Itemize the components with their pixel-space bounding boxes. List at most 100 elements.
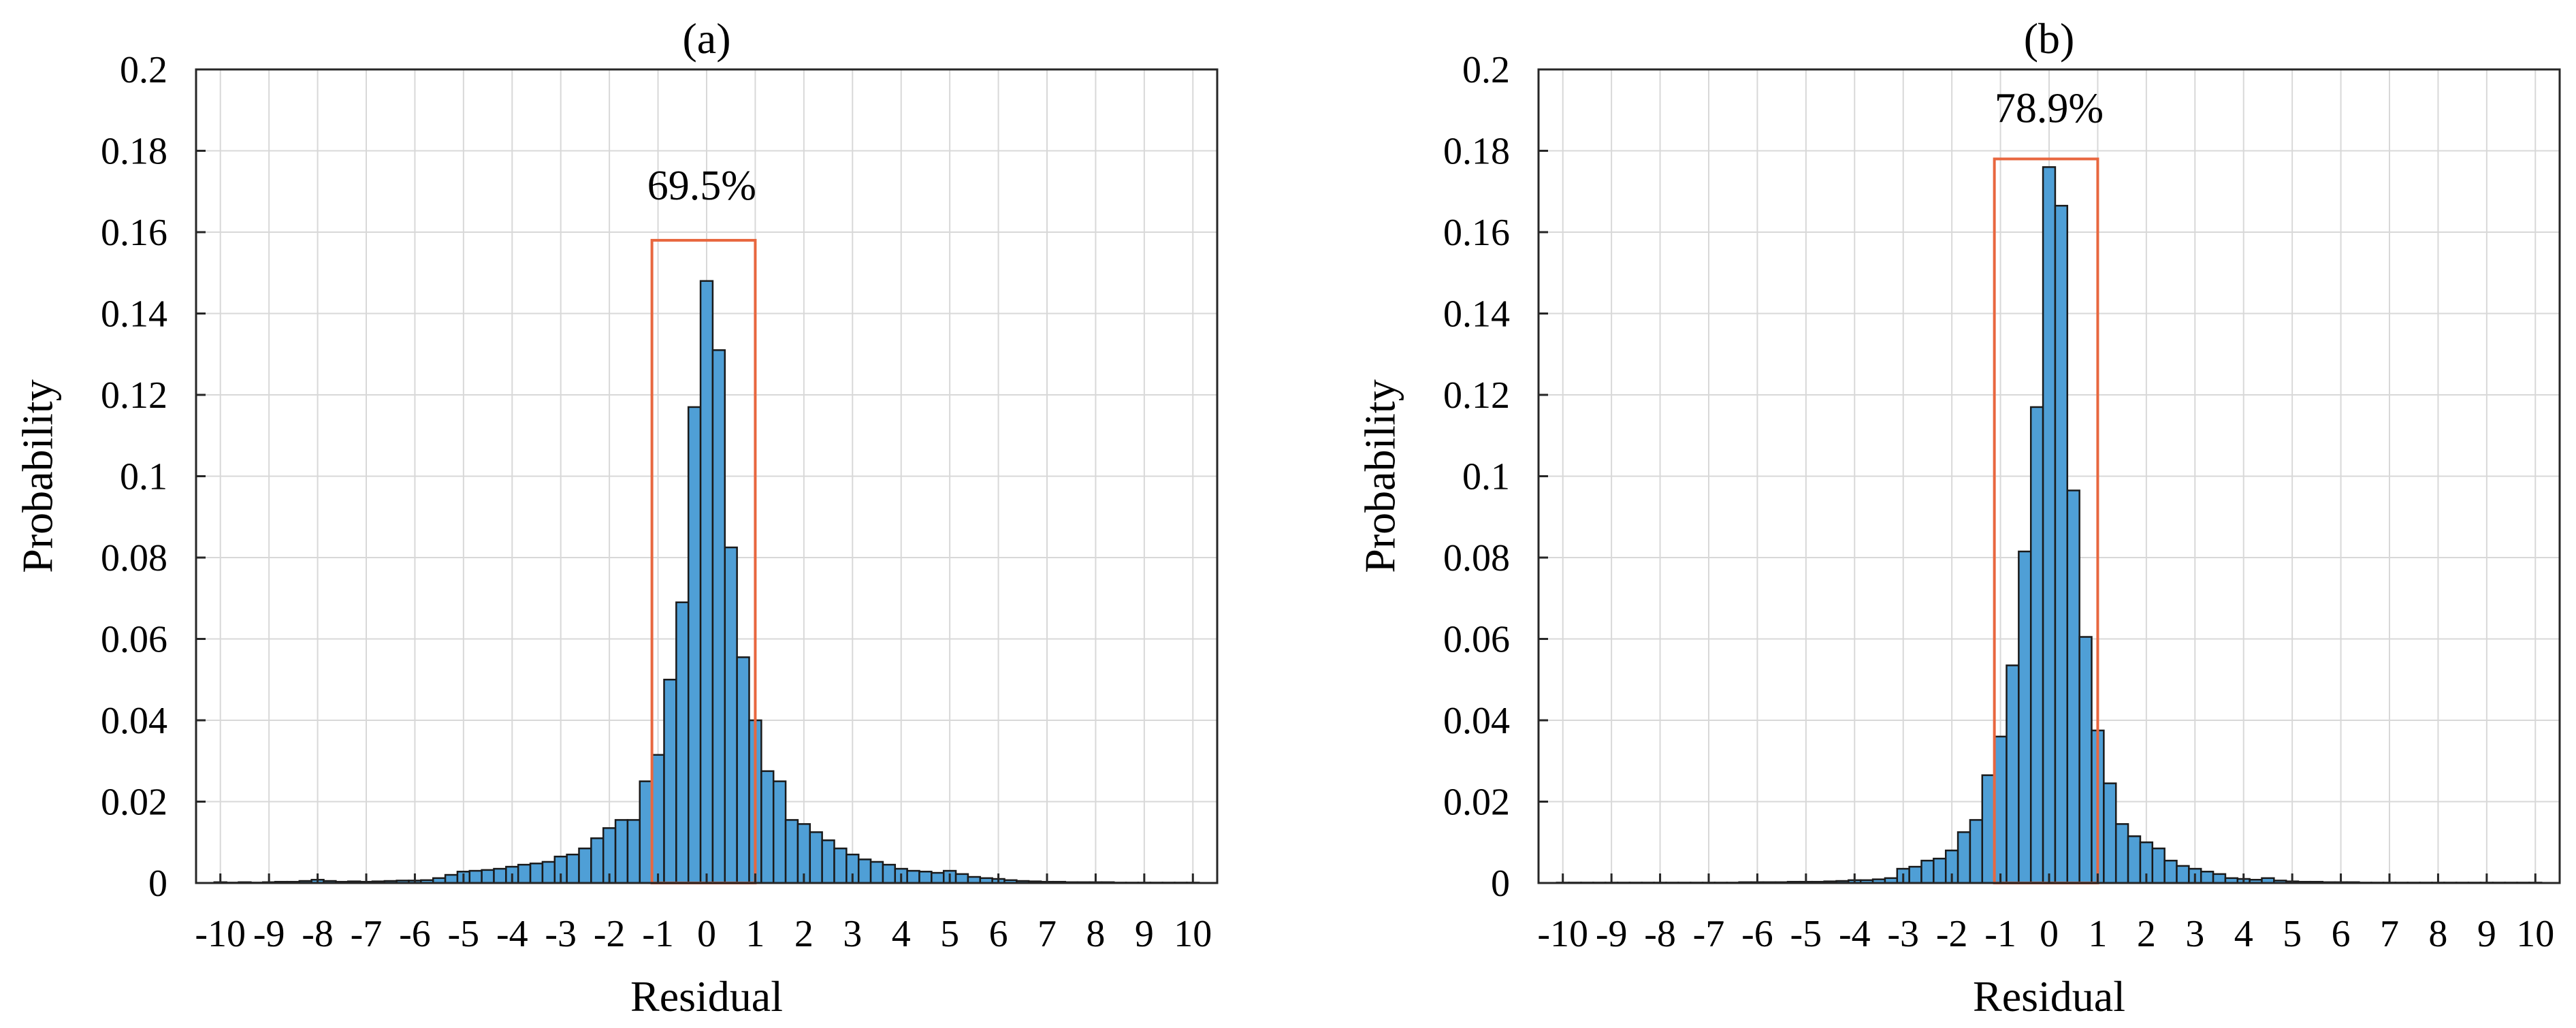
x-tick-label: 1 bbox=[745, 913, 764, 955]
bars bbox=[1556, 166, 2543, 884]
x-tick-label: 3 bbox=[843, 913, 862, 955]
y-tick-label: 0.14 bbox=[1443, 293, 1510, 336]
y-tick-label: 0.06 bbox=[101, 619, 167, 661]
histogram-bar bbox=[2151, 847, 2166, 884]
x-tick-label: 5 bbox=[940, 913, 959, 955]
y-tick-label: 0.02 bbox=[1443, 782, 1510, 824]
histogram-bar bbox=[2163, 859, 2178, 884]
x-tick-label: -6 bbox=[399, 913, 431, 955]
histogram-bar bbox=[857, 858, 872, 884]
histogram-bar bbox=[2078, 636, 2093, 884]
y-tick-label: 0.08 bbox=[101, 537, 167, 579]
y-tick-label: 0.02 bbox=[101, 782, 167, 824]
histogram-bar bbox=[931, 871, 945, 884]
y-tick-label: 0.1 bbox=[120, 456, 167, 498]
bars bbox=[213, 280, 1200, 884]
histogram-bar bbox=[444, 873, 459, 884]
x-tick-label: -9 bbox=[1596, 913, 1628, 955]
x-tick-label: 9 bbox=[1135, 913, 1154, 955]
x-tick-label: 2 bbox=[2137, 913, 2156, 955]
histogram-bar bbox=[493, 867, 507, 884]
histogram-bar bbox=[772, 780, 787, 884]
histogram-bar bbox=[809, 831, 823, 884]
histogram-bar bbox=[1933, 857, 1947, 884]
x-tick-label: 10 bbox=[2516, 913, 2554, 955]
y-tick-label: 0.2 bbox=[1462, 49, 1510, 91]
histogram-bar bbox=[906, 869, 920, 884]
x-axis: -10 -9 -8 -7 -6 -5 -4 -3 -2 -1 0 1 2 3 4 5 6 7 8 9 10 bbox=[1537, 873, 2554, 955]
histogram-bar bbox=[529, 863, 544, 884]
y-tick-label: 0.16 bbox=[101, 212, 167, 254]
x-tick-label: -4 bbox=[496, 913, 528, 955]
y-tick-label: 0 bbox=[1491, 863, 1510, 905]
x-tick-label: -3 bbox=[1887, 913, 1919, 955]
x-tick-label: 3 bbox=[2185, 913, 2204, 955]
histogram-bar bbox=[711, 349, 726, 884]
histogram-bar bbox=[736, 656, 750, 884]
histogram-bar bbox=[1993, 735, 2008, 884]
y-tick-label: 0.06 bbox=[1443, 619, 1510, 661]
histogram-bar bbox=[2029, 406, 2044, 884]
x-tick-label: 1 bbox=[2088, 913, 2107, 955]
histogram-bar bbox=[578, 847, 592, 884]
histogram-bar bbox=[651, 754, 665, 884]
histogram-bar bbox=[687, 406, 702, 884]
x-tick-label: -3 bbox=[545, 913, 577, 955]
x-tick-label: 7 bbox=[1037, 913, 1057, 955]
histogram-bar bbox=[1969, 819, 1984, 884]
histogram-bar bbox=[2114, 823, 2129, 884]
x-tick-label: 8 bbox=[1086, 913, 1105, 955]
histogram-bar bbox=[918, 871, 933, 884]
x-tick-label: -7 bbox=[351, 913, 383, 955]
x-tick-label: -5 bbox=[1790, 913, 1822, 955]
x-tick-label: -10 bbox=[195, 913, 246, 955]
y-tick-label: 0.1 bbox=[1462, 456, 1510, 498]
histogram-bar bbox=[2066, 489, 2080, 884]
histogram-bar bbox=[1957, 831, 1971, 884]
histogram-bar bbox=[2176, 865, 2190, 884]
x-tick-label: -8 bbox=[302, 913, 334, 955]
y-axis: 0 0.02 0.04 0.06 0.08 0.1 0.12 0.14 0.16 0.18 0.2 bbox=[101, 49, 206, 905]
histogram-bar bbox=[1920, 859, 1935, 884]
histogram-bar bbox=[663, 679, 677, 884]
histogram-bar bbox=[2200, 871, 2215, 884]
histogram-bar bbox=[2018, 550, 2032, 884]
histogram-bar bbox=[724, 546, 738, 884]
x-tick-label: 0 bbox=[2040, 913, 2059, 955]
x-tick-label: 6 bbox=[989, 913, 1008, 955]
x-tick-label: -7 bbox=[1693, 913, 1725, 955]
x-tick-label: -4 bbox=[1839, 913, 1871, 955]
histogram-bar bbox=[517, 863, 532, 884]
histogram-bar bbox=[590, 837, 605, 884]
x-tick-label: -9 bbox=[253, 913, 285, 955]
y-tick-label: 0.16 bbox=[1443, 212, 1510, 254]
histogram-bar bbox=[468, 869, 483, 884]
histogram-bar bbox=[639, 780, 653, 884]
chart-title: (a) bbox=[682, 14, 730, 63]
y-tick-label: 0.2 bbox=[120, 49, 167, 91]
x-tick-label: -1 bbox=[1984, 913, 2016, 955]
x-tick-label: 10 bbox=[1174, 913, 1212, 955]
histogram-bar bbox=[954, 873, 969, 884]
y-tick-label: 0.08 bbox=[1443, 537, 1510, 579]
x-tick-label: 7 bbox=[2380, 913, 2399, 955]
x-tick-label: 8 bbox=[2428, 913, 2447, 955]
percentage-annotation: 69.5% bbox=[647, 163, 756, 209]
x-axis: -10 -9 -8 -7 -6 -5 -4 -3 -2 -1 0 1 2 3 4 5 6 7 8 9 10 bbox=[195, 873, 1212, 955]
histogram-bar bbox=[481, 869, 495, 884]
x-tick-label: -1 bbox=[642, 913, 674, 955]
x-tick-label: 4 bbox=[892, 913, 911, 955]
histogram-bar bbox=[869, 861, 884, 884]
histogram-bar bbox=[2006, 664, 2020, 884]
histogram-bar bbox=[566, 853, 580, 884]
chart-panel-b: 78.9%-10 -9 -8 -7 -6 -5 -4 -3 -2 -1 0 1 2 3 4 5 6 7 8 9 1000… bbox=[1356, 14, 2561, 1021]
histogram-bar bbox=[614, 819, 629, 884]
histogram-bar bbox=[882, 863, 897, 884]
histogram-bar bbox=[821, 839, 835, 884]
chart-panel-a: 69.5%-10 -9 -8 -7 -6 -5 -4 -3 -2 -1 0 1 2 3 4 5 6 7 8 9 1000… bbox=[14, 14, 1219, 1021]
histogram-bar bbox=[833, 847, 848, 884]
y-tick-label: 0.18 bbox=[101, 131, 167, 173]
y-tick-label: 0 bbox=[148, 863, 167, 905]
histogram-bar bbox=[2103, 782, 2117, 884]
